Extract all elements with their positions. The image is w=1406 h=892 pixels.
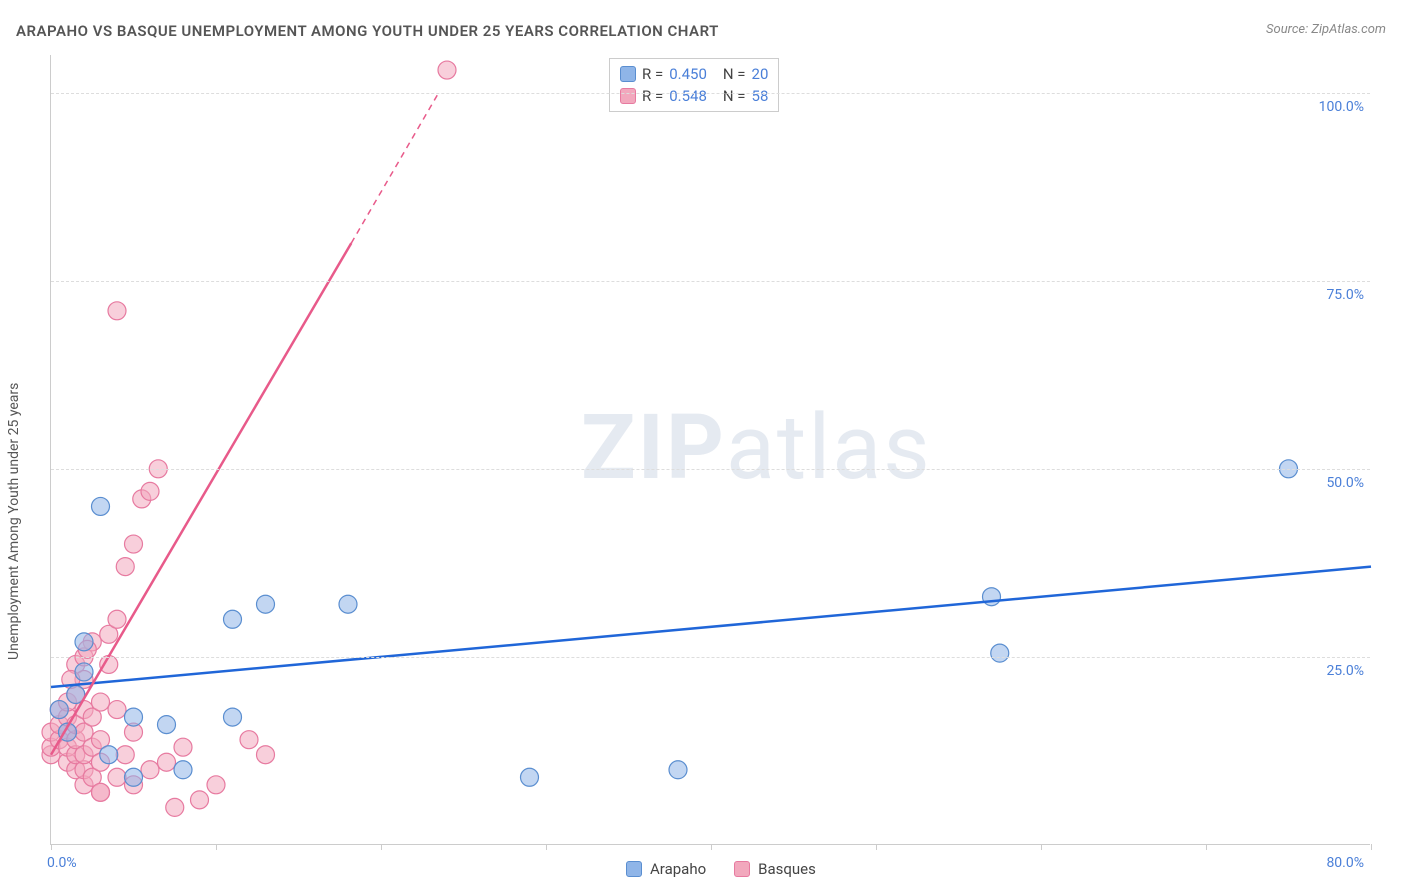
- y-tick-label: 25.0%: [1326, 663, 1364, 679]
- x-tick: [1371, 844, 1372, 850]
- x-tick: [1206, 844, 1207, 850]
- y-tick-label: 75.0%: [1326, 287, 1364, 303]
- trend-line: [351, 93, 438, 243]
- scatter-point: [108, 610, 126, 628]
- scatter-point: [108, 701, 126, 719]
- scatter-point: [521, 768, 539, 786]
- scatter-point: [125, 535, 143, 553]
- scatter-point: [166, 798, 184, 816]
- x-tick: [1041, 844, 1042, 850]
- swatch-basques: [620, 88, 636, 104]
- scatter-point: [669, 761, 687, 779]
- scatter-point: [174, 761, 192, 779]
- swatch-arapaho: [620, 66, 636, 82]
- legend-swatch-basques: [734, 861, 750, 877]
- scatter-point: [257, 746, 275, 764]
- scatter-point: [100, 746, 118, 764]
- legend-label-basques: Basques: [758, 860, 816, 878]
- stats-n-arapaho: 20: [752, 65, 769, 83]
- y-tick-label: 100.0%: [1319, 99, 1364, 115]
- scatter-point: [158, 716, 176, 734]
- scatter-point: [92, 783, 110, 801]
- stats-r-label: R =: [642, 65, 663, 83]
- x-tick: [51, 844, 52, 850]
- scatter-point: [125, 768, 143, 786]
- stats-row-arapaho: R = 0.450 N = 20: [620, 63, 768, 85]
- x-tick-label: 0.0%: [47, 855, 77, 871]
- stats-n-basques: 58: [752, 87, 769, 105]
- scatter-point: [92, 497, 110, 515]
- scatter-point: [108, 302, 126, 320]
- stats-box: R = 0.450 N = 20 R = 0.548 N = 58: [609, 58, 779, 112]
- scatter-point: [92, 693, 110, 711]
- scatter-point: [116, 746, 134, 764]
- y-tick-label: 50.0%: [1326, 475, 1364, 491]
- scatter-point: [50, 701, 68, 719]
- scatter-point: [141, 482, 159, 500]
- plot-area: ZIPatlas R = 0.450 N = 20 R = 0.548 N = …: [50, 55, 1370, 845]
- scatter-point: [339, 595, 357, 613]
- chart-title: ARAPAHO VS BASQUE UNEMPLOYMENT AMONG YOU…: [16, 22, 719, 40]
- gridline-h: [51, 469, 1370, 470]
- scatter-point: [224, 708, 242, 726]
- gridline-h: [51, 93, 1370, 94]
- x-tick: [876, 844, 877, 850]
- scatter-point: [108, 768, 126, 786]
- scatter-point: [174, 738, 192, 756]
- bottom-legend: Arapaho Basques: [626, 860, 816, 878]
- x-tick-label: 80.0%: [1326, 855, 1364, 871]
- stats-r-label: R =: [642, 87, 663, 105]
- legend-item-arapaho: Arapaho: [626, 860, 706, 878]
- x-tick: [546, 844, 547, 850]
- stats-r-arapaho: 0.450: [669, 65, 707, 83]
- stats-r-basques: 0.548: [669, 87, 707, 105]
- stats-n-label: N =: [723, 65, 746, 83]
- scatter-point: [191, 791, 209, 809]
- x-tick: [711, 844, 712, 850]
- scatter-point: [207, 776, 225, 794]
- scatter-point: [257, 595, 275, 613]
- scatter-point: [158, 753, 176, 771]
- scatter-point: [991, 644, 1009, 662]
- source-attribution: Source: ZipAtlas.com: [1266, 22, 1386, 37]
- legend-item-basques: Basques: [734, 860, 816, 878]
- scatter-point: [224, 610, 242, 628]
- scatter-point: [75, 633, 93, 651]
- x-tick: [216, 844, 217, 850]
- stats-row-basques: R = 0.548 N = 58: [620, 85, 768, 107]
- scatter-point: [125, 708, 143, 726]
- gridline-h: [51, 657, 1370, 658]
- gridline-h: [51, 281, 1370, 282]
- scatter-point: [116, 558, 134, 576]
- x-tick: [381, 844, 382, 850]
- trend-line: [51, 567, 1371, 687]
- chart-svg: [51, 55, 1370, 844]
- scatter-point: [75, 663, 93, 681]
- scatter-point: [240, 731, 258, 749]
- stats-n-label: N =: [723, 87, 746, 105]
- scatter-point: [141, 761, 159, 779]
- scatter-point: [438, 61, 456, 79]
- y-axis-label: Unemployment Among Youth under 25 years: [6, 383, 22, 660]
- legend-swatch-arapaho: [626, 861, 642, 877]
- legend-label-arapaho: Arapaho: [650, 860, 706, 878]
